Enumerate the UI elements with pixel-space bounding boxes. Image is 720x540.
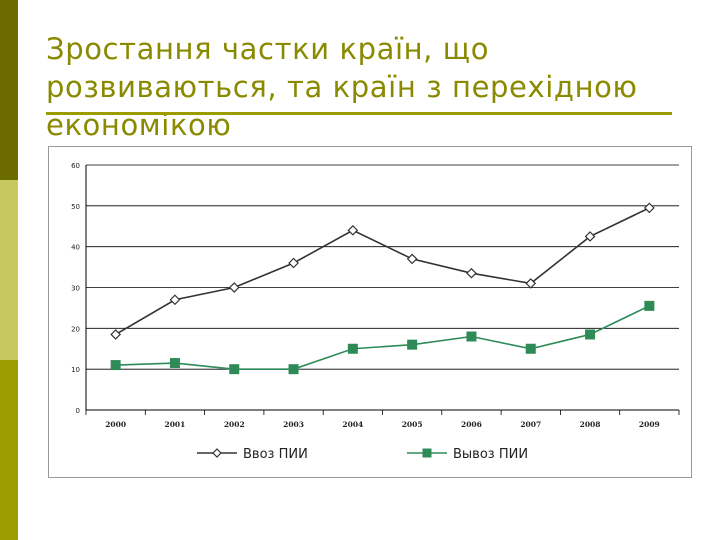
data-point [584,231,596,242]
data-point [525,278,537,289]
x-tick-label: 2005 [402,420,423,429]
data-point [466,331,477,342]
data-point [110,329,121,340]
data-point [169,294,181,306]
y-tick-label: 50 [71,203,80,211]
data-point [288,364,299,375]
decorative-stripe-olive [0,360,18,540]
data-point [288,257,299,269]
legend-label: Вывоз ПИИ [453,447,528,462]
data-point [466,267,477,279]
legend-marker [212,448,222,458]
data-point [347,224,359,236]
data-point [229,364,240,375]
x-tick-label: 2007 [520,420,541,429]
data-point [406,253,418,265]
data-point [110,360,121,371]
y-tick-label: 20 [71,325,80,333]
line-chart: 0 10 20 30 40 50 60 2000 2001 2002 2003 2004 2005 200… [71,162,680,462]
x-tick-label: 2009 [639,420,660,429]
data-point [347,343,358,354]
slide-title: Зростання частки країн, що розвиваються,… [46,32,638,142]
series-line-import [115,207,650,336]
x-tick-label: 2004 [342,420,363,429]
x-tick-label: 2003 [283,420,304,429]
legend-marker [422,448,432,458]
legend-label: Ввоз ПИИ [243,447,308,462]
data-point [228,282,240,293]
y-tick-label: 30 [71,285,80,293]
x-tick-label: 2001 [165,420,186,429]
y-tick-label: 0 [76,407,80,415]
decorative-stripe-light [0,180,18,360]
data-point [407,339,418,350]
data-point [644,202,655,214]
decorative-stripe-dark [0,0,18,180]
x-tick-label: 2002 [224,420,245,429]
chart-frame: 0 10 20 30 40 50 60 2000 2001 2002 2003 2004 2005 200… [48,146,692,478]
x-tick-label: 2008 [580,420,601,429]
data-point [525,343,536,354]
series-line-export [115,305,650,370]
y-tick-label: 60 [71,162,80,170]
x-tick-label: 2006 [461,420,482,429]
y-tick-label: 10 [71,366,80,374]
data-point [585,329,596,340]
y-tick-label: 40 [71,244,80,252]
data-point [169,358,180,369]
title-underline [46,112,672,115]
data-point [644,300,655,311]
x-tick-label: 2000 [105,420,126,429]
